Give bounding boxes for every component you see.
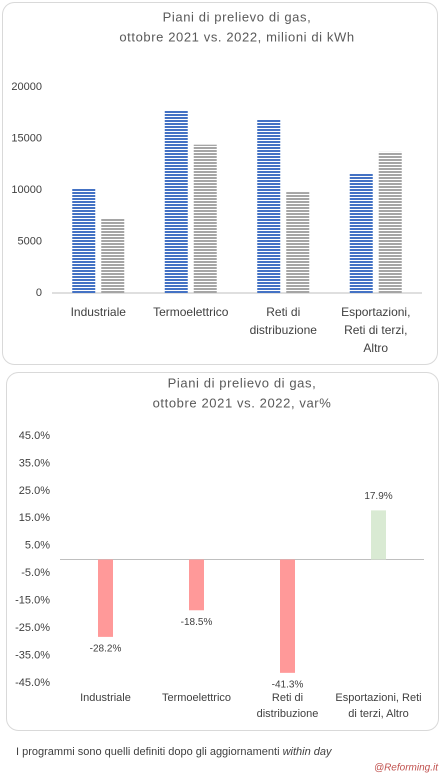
y-tick-label: 35.0%: [19, 457, 50, 469]
x-tick-label: Termoelettrico: [153, 305, 229, 319]
y-tick-label: 10000: [11, 184, 42, 196]
chart-title: ottobre 2021 vs. 2022, milioni di kWh: [119, 29, 354, 44]
x-tick-label: di terzi, Altro: [348, 708, 409, 720]
y-tick-label: -35.0%: [15, 649, 50, 661]
chart-title: ottobre 2021 vs. 2022, var%: [153, 395, 332, 410]
value-label: -41.3%: [272, 679, 304, 690]
x-tick-label: Reti di terzi,: [344, 323, 407, 337]
value-label: -28.2%: [90, 644, 122, 655]
bar: [378, 151, 402, 293]
chart-frame: [6, 372, 439, 731]
bar: [72, 188, 96, 293]
y-tick-label: 5.0%: [25, 540, 50, 552]
x-tick-label: Altro: [363, 341, 388, 355]
x-tick-label: Termoelettrico: [162, 692, 231, 704]
footnote-emphasis: within day: [283, 746, 333, 758]
bar: [349, 173, 373, 293]
bar: [189, 559, 204, 611]
x-tick-label: Industriale: [71, 305, 127, 319]
y-tick-label: -25.0%: [15, 622, 50, 634]
chart-title: Piani di prelievo di gas,: [168, 375, 317, 390]
value-label: -18.5%: [181, 617, 213, 628]
bar: [280, 559, 295, 673]
x-tick-label: Reti di: [266, 305, 300, 319]
credit: @Reforming.it: [374, 763, 439, 774]
bar: [101, 218, 125, 293]
y-tick-label: 45.0%: [19, 430, 50, 442]
footnote-text: I programmi sono quelli definiti dopo gl…: [16, 746, 280, 758]
y-tick-label: 15000: [11, 132, 42, 144]
x-tick-label: Reti di: [272, 692, 303, 704]
x-tick-label: Industriale: [80, 692, 131, 704]
y-tick-label: 0: [36, 287, 42, 299]
value-label: 17.9%: [364, 491, 392, 502]
bar: [371, 510, 386, 560]
bar: [193, 144, 217, 293]
bar: [286, 192, 310, 293]
bar: [164, 110, 188, 293]
y-tick-label: 20000: [11, 81, 42, 93]
x-tick-label: distribuzione: [257, 708, 319, 720]
x-tick-label: Esportazioni, Reti: [335, 692, 421, 704]
y-tick-label: -15.0%: [15, 595, 50, 607]
y-tick-label: 25.0%: [19, 485, 50, 497]
bar: [257, 119, 281, 294]
x-tick-label: Esportazioni,: [341, 305, 410, 319]
y-tick-label: -45.0%: [15, 677, 50, 689]
y-tick-label: 5000: [18, 235, 42, 247]
y-tick-label: 15.0%: [19, 512, 50, 524]
footnote: I programmi sono quelli definiti dopo gl…: [16, 746, 333, 758]
bar: [98, 559, 113, 637]
x-tick-label: distribuzione: [250, 323, 318, 337]
y-tick-label: -5.0%: [21, 567, 50, 579]
chart-title: Piani di prelievo di gas,: [163, 9, 312, 24]
